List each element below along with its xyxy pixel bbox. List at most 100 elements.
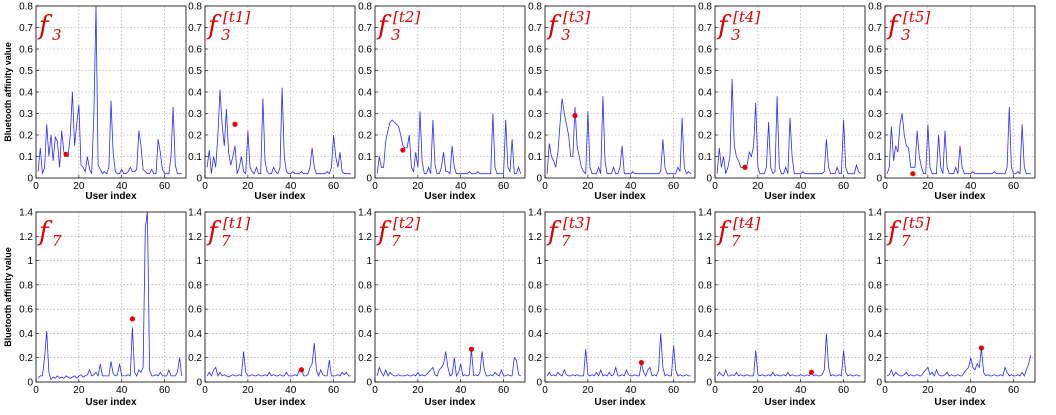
panel-r0-c2: 0 0.1 0.2 0.3 0.4 0.5 0.6 0.7 0.8 0 20 40 60 User ind… bbox=[358, 2, 526, 202]
y-tick-label: 1.2 bbox=[868, 232, 882, 243]
y-tick-label: 1.4 bbox=[868, 208, 882, 219]
y-tick-label: 0 bbox=[536, 378, 542, 389]
panel-label-superscript: [t3] bbox=[563, 214, 590, 232]
y-tick-label: 1.2 bbox=[19, 232, 33, 243]
series-line bbox=[546, 333, 691, 377]
x-axis-label: User index bbox=[424, 397, 476, 408]
panel-label-subscript: 7 bbox=[52, 232, 62, 250]
y-tick-label: 0.5 bbox=[868, 66, 882, 77]
panel-r0-c1: 0 0.1 0.2 0.3 0.4 0.5 0.6 0.7 0.8 0 20 40 60 User ind… bbox=[188, 2, 356, 202]
panel-label-subscript: 3 bbox=[901, 26, 911, 44]
y-tick-label: 1.4 bbox=[358, 208, 372, 219]
y-tick-label: 0.4 bbox=[358, 88, 372, 99]
y-tick-label: 0.7 bbox=[188, 23, 202, 34]
y-tick-label: 0.2 bbox=[698, 131, 712, 142]
x-tick-label: 20 bbox=[582, 181, 594, 192]
y-tick-label: 0.8 bbox=[698, 280, 712, 291]
x-tick-label: 0 bbox=[712, 385, 718, 396]
y-tick-label: 0.4 bbox=[19, 329, 33, 340]
x-tick-label: 60 bbox=[838, 181, 850, 192]
x-tick-label: 0 bbox=[542, 181, 548, 192]
y-tick-label: 1 bbox=[196, 256, 202, 267]
y-tick-label: 0.4 bbox=[358, 329, 372, 340]
y-tick-label: 0.2 bbox=[868, 131, 882, 142]
y-tick-label: 0 bbox=[27, 174, 33, 185]
x-tick-label: 20 bbox=[582, 385, 594, 396]
y-tick-label: 0.1 bbox=[698, 152, 712, 163]
marker-point bbox=[572, 113, 578, 119]
x-tick-label: 20 bbox=[73, 385, 85, 396]
x-tick-label: 40 bbox=[625, 181, 637, 192]
y-tick-label: 1 bbox=[876, 256, 882, 267]
y-tick-label: 0.8 bbox=[19, 2, 33, 13]
x-tick-label: 40 bbox=[116, 181, 128, 192]
panel-label-superscript: [t5] bbox=[903, 214, 930, 232]
x-tick-label: 40 bbox=[965, 181, 977, 192]
x-tick-label: 0 bbox=[33, 181, 39, 192]
y-tick-label: 0.2 bbox=[528, 131, 542, 142]
panel-label-subscript: 3 bbox=[391, 26, 401, 44]
y-tick-label: 0.2 bbox=[19, 353, 33, 364]
y-tick-label: 0.2 bbox=[868, 353, 882, 364]
x-tick-label: 60 bbox=[498, 181, 510, 192]
marker-point bbox=[232, 121, 238, 127]
axes-frame bbox=[884, 211, 1036, 383]
y-tick-label: 0.1 bbox=[868, 152, 882, 163]
y-tick-label: 0.2 bbox=[188, 353, 202, 364]
y-tick-label: 1.4 bbox=[698, 208, 712, 219]
y-tick-label: 0.2 bbox=[358, 353, 372, 364]
x-tick-label: 40 bbox=[965, 385, 977, 396]
y-tick-label: 0.8 bbox=[868, 2, 882, 13]
marker-point bbox=[400, 147, 406, 153]
y-tick-label: 0.6 bbox=[698, 45, 712, 56]
x-tick-label: 20 bbox=[73, 181, 85, 192]
axes-frame bbox=[714, 211, 866, 383]
x-tick-label: 60 bbox=[328, 385, 340, 396]
x-tick-label: 60 bbox=[328, 181, 340, 192]
series-line bbox=[886, 347, 1032, 377]
y-tick-label: 1.4 bbox=[528, 208, 542, 219]
y-tick-label: 1.2 bbox=[528, 232, 542, 243]
y-tick-label: 0.4 bbox=[698, 329, 712, 340]
y-tick-label: 1.2 bbox=[188, 232, 202, 243]
marker-point bbox=[638, 359, 645, 366]
y-tick-label: 1 bbox=[366, 256, 372, 267]
y-tick-label: 0.8 bbox=[188, 2, 202, 13]
axes-frame bbox=[714, 5, 866, 179]
y-tick-label: 0 bbox=[876, 174, 882, 185]
panel-label-superscript: [t3] bbox=[563, 8, 590, 26]
x-tick-label: 40 bbox=[455, 181, 467, 192]
axes-frame bbox=[35, 5, 187, 179]
y-tick-label: 1 bbox=[536, 256, 542, 267]
x-axis-label: User index bbox=[85, 191, 137, 202]
x-tick-label: 0 bbox=[372, 181, 378, 192]
x-tick-label: 20 bbox=[922, 385, 934, 396]
y-tick-label: 0.8 bbox=[358, 2, 372, 13]
y-tick-label: 0.6 bbox=[868, 45, 882, 56]
y-tick-label: 0.6 bbox=[19, 45, 33, 56]
y-tick-label: 0.3 bbox=[698, 109, 712, 120]
y-tick-label: 0.8 bbox=[698, 2, 712, 13]
panel-label-superscript: [t4] bbox=[733, 214, 760, 232]
panel-label-subscript: 7 bbox=[561, 232, 571, 250]
y-axis-label: Bluetooth affinity value bbox=[3, 247, 13, 347]
y-tick-label: 0.7 bbox=[19, 23, 33, 34]
axes-frame bbox=[544, 211, 696, 383]
y-tick-label: 0.1 bbox=[188, 152, 202, 163]
panel-label-subscript: 3 bbox=[52, 26, 62, 44]
x-axis-label: User index bbox=[764, 397, 816, 408]
axes-frame bbox=[374, 211, 526, 383]
y-tick-label: 0.5 bbox=[358, 66, 372, 77]
marker-point bbox=[468, 346, 475, 352]
y-tick-label: 0.5 bbox=[188, 66, 202, 77]
y-tick-label: 0.6 bbox=[868, 305, 882, 316]
y-tick-label: 0.5 bbox=[528, 66, 542, 77]
y-tick-label: 0.1 bbox=[358, 152, 372, 163]
x-tick-label: 60 bbox=[1008, 181, 1020, 192]
y-tick-label: 0.4 bbox=[528, 88, 542, 99]
y-tick-label: 1 bbox=[27, 256, 33, 267]
panel-label-superscript: [t2] bbox=[393, 214, 420, 232]
x-tick-label: 60 bbox=[1008, 385, 1020, 396]
y-tick-label: 1.4 bbox=[188, 208, 202, 219]
